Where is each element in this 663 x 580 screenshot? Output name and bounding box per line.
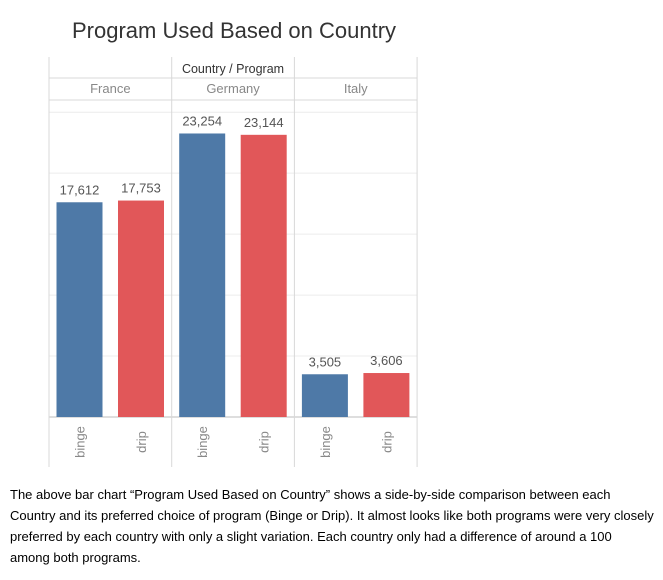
country-label: Germany — [206, 81, 260, 96]
program-label: binge — [318, 426, 333, 458]
caption-text: The above bar chart “Program Used Based … — [10, 487, 654, 565]
data-label: 23,254 — [182, 113, 222, 128]
bar — [56, 202, 103, 417]
data-label: 3,505 — [309, 354, 342, 369]
bar — [179, 133, 226, 417]
data-label: 3,606 — [370, 353, 403, 368]
bar — [240, 134, 287, 417]
program-label: binge — [195, 426, 210, 458]
country-label: Italy — [344, 81, 368, 96]
program-label: drip — [134, 431, 149, 453]
data-label: 17,612 — [60, 182, 100, 197]
program-label: drip — [379, 431, 394, 453]
bar-chart: Country / Program France 17,612 binge 17,753… — [48, 57, 418, 467]
bar — [363, 373, 410, 417]
data-label: 23,144 — [244, 115, 284, 130]
data-label: 17,753 — [121, 181, 161, 196]
country-label: France — [90, 81, 130, 96]
bar — [118, 200, 164, 417]
column-header: Country / Program — [182, 62, 284, 76]
program-label: binge — [73, 426, 88, 458]
program-label: drip — [257, 431, 272, 453]
chart-title: Program Used Based on Country — [72, 18, 397, 43]
bar — [301, 374, 348, 417]
